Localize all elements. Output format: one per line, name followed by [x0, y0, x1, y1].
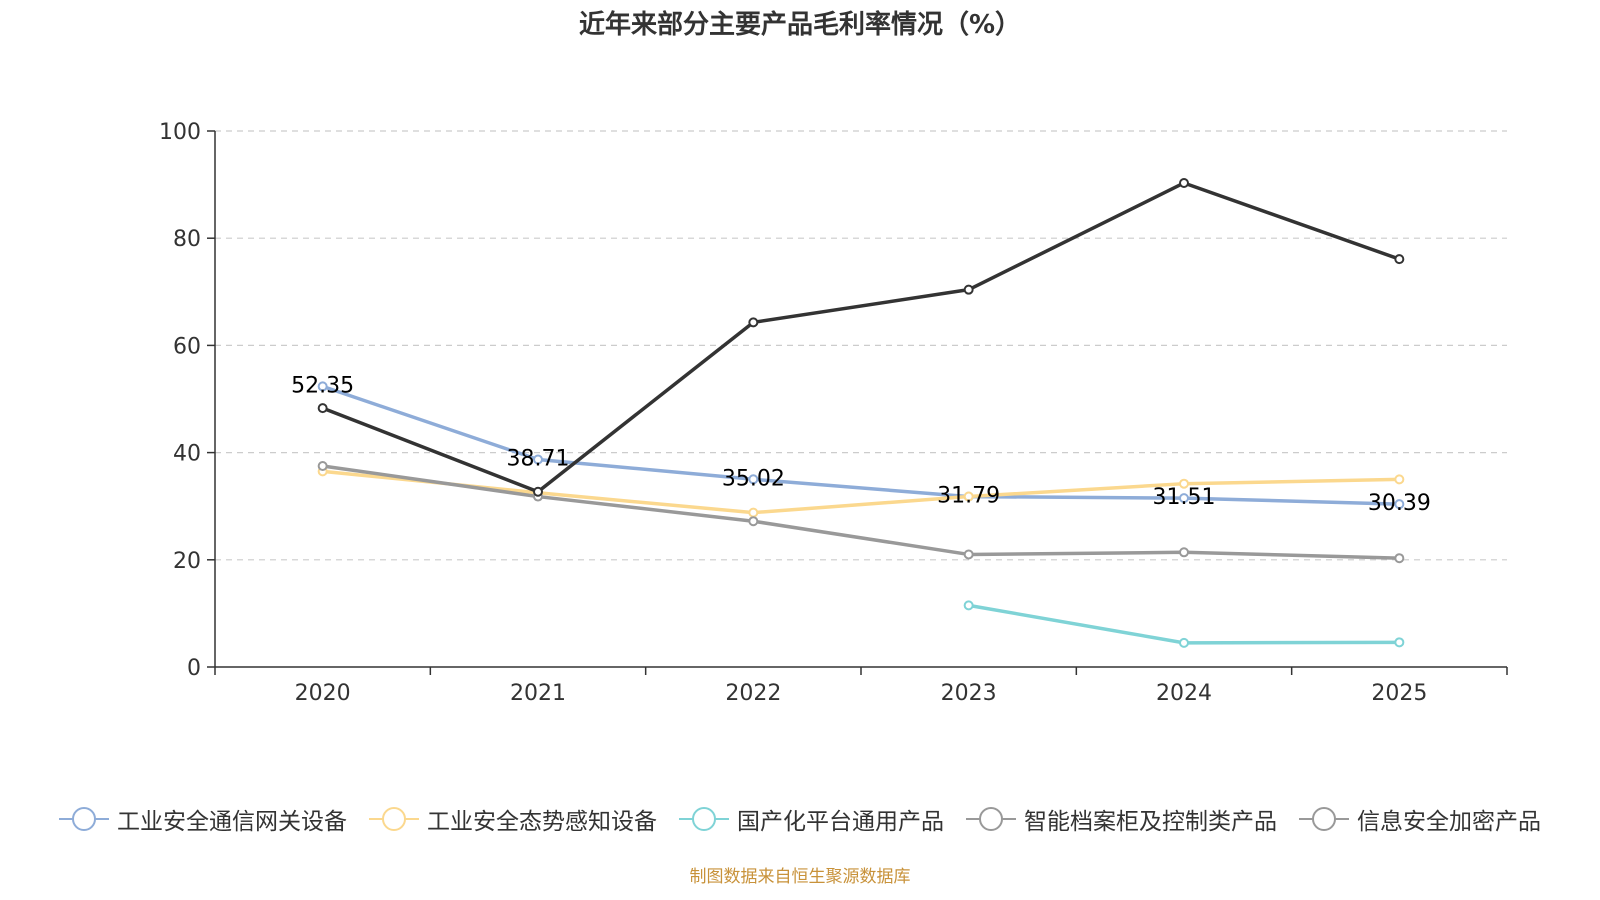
series-4 — [317, 177, 1405, 497]
data-point[interactable] — [1179, 547, 1189, 558]
axes: 0 20 40 60 80 100 2020 2021 2022 2023 2024 2025 — [159, 120, 1508, 706]
series-line — [968, 603, 1400, 645]
legend-marker-icon — [59, 807, 109, 831]
series-line — [322, 384, 1400, 506]
series-2 — [963, 600, 1405, 648]
y-tick-label: 100 — [159, 120, 201, 145]
data-point[interactable] — [317, 461, 328, 471]
data-point[interactable] — [963, 284, 974, 295]
data-point[interactable] — [1394, 499, 1405, 510]
y-tick-label: 40 — [173, 442, 201, 467]
data-point[interactable] — [963, 549, 974, 560]
series-line — [322, 469, 1400, 515]
legend-label: 智能档案柜及控制类产品 — [1024, 809, 1277, 835]
legend-item[interactable]: 智能档案柜及控制类产品 — [966, 802, 1277, 836]
data-point[interactable] — [1179, 177, 1189, 188]
data-point[interactable] — [748, 317, 759, 328]
data-point[interactable] — [1179, 637, 1189, 648]
legend-label: 工业安全态势感知设备 — [427, 809, 657, 835]
data-labels: 52.35 38.71 35.02 31.79 31.51 30.39 — [291, 373, 1431, 516]
source-note: 制图数据来自恒生聚源数据库 — [689, 867, 911, 887]
y-tick-label: 60 — [173, 334, 201, 359]
legend-item[interactable]: 国产化平台通用产品 — [679, 802, 944, 836]
data-point[interactable] — [1394, 474, 1405, 485]
gridlines — [215, 130, 1507, 561]
series-line — [322, 181, 1400, 494]
series-1 — [317, 466, 1405, 518]
data-point[interactable] — [317, 381, 328, 392]
line-chart: 0 20 40 60 80 100 2020 2021 2022 2023 2024 2025 52.… — [159, 120, 1508, 706]
data-label: 52.35 — [291, 373, 354, 398]
data-label: 38.71 — [507, 447, 570, 472]
series-lines — [317, 177, 1405, 648]
data-point[interactable] — [1394, 553, 1405, 564]
data-point[interactable] — [963, 600, 974, 611]
legend-item[interactable]: 工业安全态势感知设备 — [369, 802, 657, 836]
legend-marker-icon — [966, 807, 1016, 831]
y-tick-label: 20 — [173, 549, 201, 574]
data-label: 35.02 — [722, 466, 785, 491]
data-point[interactable] — [1394, 637, 1405, 648]
series-line — [322, 464, 1400, 560]
chart-title: 近年来部分主要产品毛利率情况（%） — [578, 10, 1022, 40]
data-point[interactable] — [963, 491, 974, 502]
data-point[interactable] — [748, 507, 759, 518]
data-point[interactable] — [533, 486, 543, 497]
x-tick-label: 2024 — [1156, 681, 1212, 706]
legend: 工业安全通信网关设备 工业安全态势感知设备 国产化平台通用产品 智能档案柜及控制类产品… — [0, 802, 1600, 836]
x-tick-label: 2021 — [510, 681, 566, 706]
legend-marker-icon — [369, 807, 419, 831]
data-label: 31.51 — [1153, 485, 1216, 510]
x-tick-label: 2023 — [941, 681, 997, 706]
x-tick-label: 2025 — [1371, 681, 1427, 706]
legend-label: 国产化平台通用产品 — [737, 809, 944, 835]
legend-label: 信息安全加密产品 — [1357, 809, 1541, 835]
data-label: 31.79 — [937, 484, 1000, 509]
x-tick-label: 2022 — [725, 681, 781, 706]
legend-item[interactable]: 工业安全通信网关设备 — [59, 802, 347, 836]
data-point[interactable] — [317, 403, 328, 414]
data-label: 30.39 — [1368, 491, 1431, 516]
data-point[interactable] — [533, 454, 543, 465]
series-3 — [317, 461, 1405, 564]
data-point[interactable] — [1394, 254, 1405, 265]
x-tick-label: 2020 — [295, 681, 351, 706]
data-point[interactable] — [1179, 478, 1189, 489]
legend-marker-icon — [1299, 807, 1349, 831]
legend-item[interactable]: 信息安全加密产品 — [1299, 802, 1541, 836]
y-tick-label: 0 — [187, 656, 201, 681]
data-point[interactable] — [748, 474, 759, 485]
y-tick-label: 80 — [173, 227, 201, 252]
legend-label: 工业安全通信网关设备 — [117, 809, 347, 835]
legend-marker-icon — [679, 807, 729, 831]
data-point[interactable] — [1179, 493, 1189, 504]
data-point[interactable] — [748, 516, 759, 527]
